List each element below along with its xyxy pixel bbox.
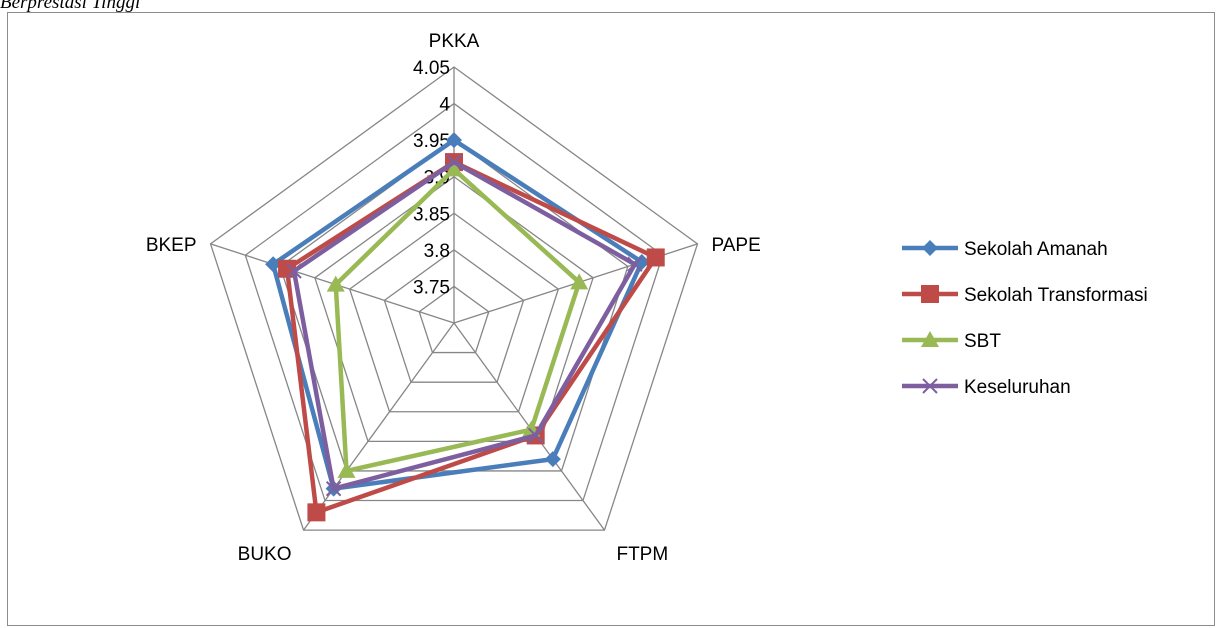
- legend: Sekolah Amanah Sekolah Transformasi SBT Kes…: [902, 239, 1148, 398]
- data-point-keseluruhan: [527, 427, 544, 444]
- legend-label: Sekolah Transformasi: [964, 285, 1148, 306]
- data-point-sekolah-amanah: [446, 132, 462, 149]
- category-labels: PKKA PAPE FTPM BUKO BKEP: [146, 31, 761, 565]
- legend-marker: [922, 378, 938, 394]
- data-point-sbt: [445, 160, 463, 177]
- data-point-sbt: [337, 461, 356, 478]
- data-point-keseluruhan-stroke: [446, 154, 462, 170]
- data-point-keseluruhan: [286, 263, 302, 279]
- tick-label: 3.9: [424, 168, 450, 189]
- data-point-keseluruhan-stroke: [286, 263, 302, 279]
- series-group: [265, 132, 665, 522]
- tick-label: 3.8: [424, 241, 450, 262]
- data-point-sbt: [326, 275, 345, 292]
- data-point-keseluruhan: [627, 256, 643, 272]
- grid-ring: [314, 175, 594, 442]
- data-point-keseluruhan-stroke: [527, 427, 544, 444]
- legend-marker-stroke: [922, 378, 938, 394]
- data-point-sekolah-amanah: [544, 451, 561, 468]
- data-point-keseluruhan: [446, 154, 462, 170]
- legend-item-sbt: SBT: [902, 331, 1001, 352]
- series-sbt: [326, 160, 589, 478]
- grid-ring: [383, 249, 525, 383]
- tick-label: 3.75: [413, 277, 450, 298]
- legend-label: Keseluruhan: [964, 377, 1071, 398]
- figure-caption: Berprestasi Tinggi: [0, 0, 141, 13]
- series-line-sekolah-amanah: [270, 137, 645, 491]
- legend-marker: [921, 285, 939, 303]
- legend-label: SBT: [964, 331, 1001, 352]
- data-point-keseluruhan: [325, 480, 342, 497]
- data-point-sekolah-transformasi: [307, 503, 326, 522]
- legend-label: Sekolah Amanah: [964, 239, 1108, 260]
- data-point-sekolah-amanah: [265, 256, 282, 273]
- tick-label: 4.05: [413, 58, 450, 79]
- category-label-ftpm: FTPM: [616, 544, 668, 565]
- axis-spoke: [303, 322, 455, 531]
- grid-ring: [418, 285, 490, 354]
- series-keseluruhan: [286, 154, 643, 497]
- legend-marker: [921, 331, 939, 347]
- legend-marker: [922, 240, 938, 256]
- legend-item-sekolah-transformasi: Sekolah Transformasi: [902, 285, 1148, 306]
- data-point-sbt: [570, 273, 589, 290]
- data-point-keseluruhan-stroke: [325, 480, 342, 497]
- data-point-keseluruhan-stroke: [627, 256, 643, 272]
- data-point-sekolah-transformasi: [646, 248, 665, 267]
- legend-item-keseluruhan: Keseluruhan: [902, 377, 1071, 398]
- category-label-pape: PAPE: [711, 235, 760, 256]
- category-label-bkep: BKEP: [146, 235, 197, 256]
- grid-ring: [244, 102, 664, 502]
- tick-label: 3.85: [413, 204, 450, 225]
- series-sekolah-amanah: [265, 132, 650, 497]
- series-line-sekolah-transformasi: [284, 159, 658, 515]
- series-line-sbt: [333, 167, 582, 474]
- category-label-buko: BUKO: [238, 544, 292, 565]
- series-line-keseluruhan: [291, 159, 638, 491]
- grid-ring: [348, 212, 560, 413]
- grid-ring: [209, 66, 699, 531]
- legend-item-sekolah-amanah: Sekolah Amanah: [902, 239, 1108, 260]
- tick-label: 4: [439, 95, 450, 116]
- category-label-pkka: PKKA: [429, 31, 480, 52]
